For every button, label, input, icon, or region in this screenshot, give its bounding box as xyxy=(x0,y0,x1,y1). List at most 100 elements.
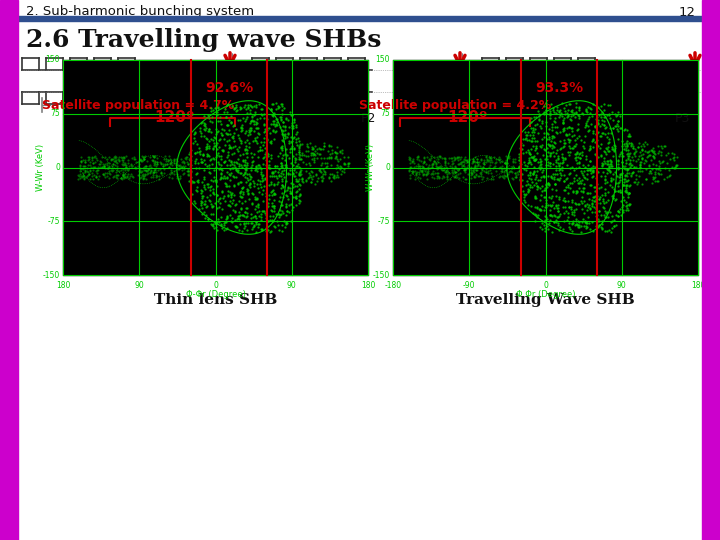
Point xyxy=(526,137,537,145)
Point xyxy=(591,218,603,226)
Point xyxy=(228,182,240,191)
Point xyxy=(88,159,99,167)
Point xyxy=(117,160,128,169)
Point xyxy=(584,225,595,233)
Point xyxy=(179,168,190,177)
Point xyxy=(202,183,213,192)
Point xyxy=(452,166,464,174)
Point xyxy=(570,156,582,164)
Point xyxy=(667,148,678,157)
Point xyxy=(523,171,534,179)
Point xyxy=(509,154,521,163)
Point xyxy=(110,158,122,166)
Point xyxy=(572,125,583,133)
Point xyxy=(130,164,142,172)
Point xyxy=(224,160,235,169)
Point xyxy=(270,120,282,129)
Point xyxy=(241,209,253,218)
Point xyxy=(246,111,258,120)
Point xyxy=(610,211,621,219)
Point xyxy=(634,163,646,171)
Point xyxy=(197,187,208,196)
Point xyxy=(279,133,291,142)
Point xyxy=(597,116,608,124)
Point xyxy=(612,157,624,165)
Point xyxy=(89,163,100,172)
Point xyxy=(264,129,276,138)
Point xyxy=(317,176,328,184)
Point xyxy=(600,198,612,206)
Point xyxy=(447,168,459,177)
Point xyxy=(435,153,446,161)
Point xyxy=(109,171,121,179)
Point xyxy=(336,146,348,155)
Point xyxy=(557,142,569,151)
Point xyxy=(516,170,528,178)
Point xyxy=(410,170,422,178)
Point xyxy=(307,145,318,153)
Point xyxy=(277,208,289,217)
Point xyxy=(119,172,130,180)
Point xyxy=(454,159,466,168)
Point xyxy=(153,171,164,180)
Point xyxy=(158,161,169,170)
Point xyxy=(522,158,534,167)
Point xyxy=(469,160,481,169)
Text: W-Wr (KeV): W-Wr (KeV) xyxy=(37,144,45,191)
Point xyxy=(118,153,130,161)
Point xyxy=(198,121,210,130)
Point xyxy=(574,106,585,114)
Point xyxy=(548,117,559,125)
Point xyxy=(280,191,292,199)
Point xyxy=(598,146,609,155)
Point xyxy=(247,177,258,186)
Point xyxy=(632,143,644,152)
Point xyxy=(567,226,578,235)
Point xyxy=(212,116,224,125)
Point xyxy=(235,124,247,133)
Point xyxy=(291,187,302,196)
Point xyxy=(279,172,290,181)
Point xyxy=(587,208,598,217)
Point xyxy=(564,218,575,227)
Point xyxy=(406,158,418,167)
Point xyxy=(527,153,539,162)
Point xyxy=(285,188,297,197)
Point xyxy=(225,171,236,179)
Point xyxy=(566,208,577,217)
Point xyxy=(294,167,305,176)
Point xyxy=(233,160,245,168)
Point xyxy=(596,120,608,129)
Point xyxy=(425,156,436,164)
Point xyxy=(211,128,222,137)
Point xyxy=(542,157,554,166)
Point xyxy=(138,173,150,182)
Point xyxy=(293,180,305,188)
Point xyxy=(181,153,192,162)
Point xyxy=(198,208,210,217)
Point xyxy=(282,130,293,138)
Point xyxy=(521,162,533,171)
Point xyxy=(207,221,218,230)
Point xyxy=(584,144,595,152)
Point xyxy=(644,156,656,164)
Point xyxy=(189,149,201,158)
Point xyxy=(487,174,499,183)
Point xyxy=(599,159,611,167)
Point xyxy=(550,166,562,174)
Point xyxy=(485,156,497,165)
Point xyxy=(296,174,307,183)
Point xyxy=(573,150,585,158)
Point xyxy=(120,160,131,169)
Point xyxy=(588,161,599,170)
Point xyxy=(280,145,292,154)
Point xyxy=(413,152,424,161)
Point xyxy=(469,163,481,171)
Point xyxy=(129,154,140,163)
Point xyxy=(625,171,636,179)
Point xyxy=(243,103,254,112)
Point xyxy=(318,141,330,150)
Point xyxy=(120,161,131,170)
Point xyxy=(554,145,565,153)
Point xyxy=(122,155,134,164)
